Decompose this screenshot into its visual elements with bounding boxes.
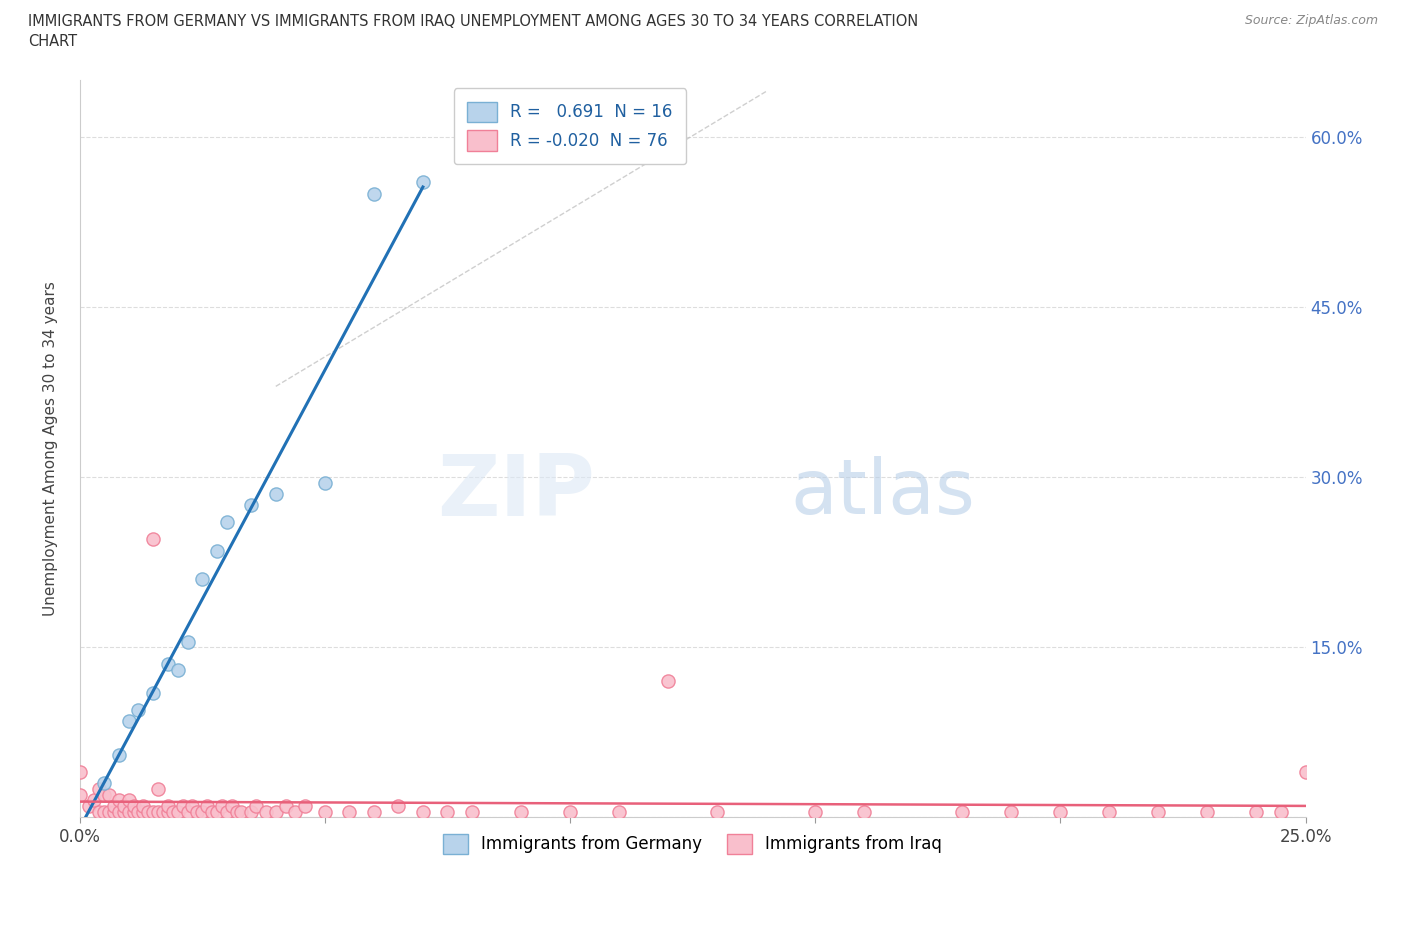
Point: [181, 799, 204, 814]
Point: [314, 804, 336, 819]
Point: [142, 685, 165, 700]
Point: [98, 804, 121, 819]
Point: [122, 799, 145, 814]
Point: [122, 804, 145, 819]
Point: [1147, 804, 1170, 819]
Point: [412, 804, 434, 819]
Point: [186, 804, 208, 819]
Point: [191, 572, 214, 587]
Point: [118, 793, 141, 808]
Point: [156, 799, 179, 814]
Point: [363, 186, 385, 201]
Point: [127, 702, 149, 717]
Point: [225, 804, 247, 819]
Point: [176, 804, 198, 819]
Point: [166, 662, 188, 677]
Point: [83, 793, 105, 808]
Point: [93, 788, 115, 803]
Point: [1098, 804, 1121, 819]
Point: [93, 776, 115, 790]
Point: [264, 804, 287, 819]
Point: [607, 804, 630, 819]
Point: [108, 804, 131, 819]
Point: [1000, 804, 1022, 819]
Legend: Immigrants from Germany, Immigrants from Iraq: Immigrants from Germany, Immigrants from…: [436, 827, 949, 860]
Point: [112, 799, 135, 814]
Point: [274, 799, 297, 814]
Point: [245, 799, 267, 814]
Point: [127, 804, 149, 819]
Point: [156, 804, 179, 819]
Point: [118, 713, 141, 728]
Point: [89, 781, 111, 796]
Point: [201, 804, 224, 819]
Point: [558, 804, 581, 819]
Point: [412, 175, 434, 190]
Point: [108, 793, 131, 808]
Point: [950, 804, 973, 819]
Text: atlas: atlas: [790, 456, 976, 530]
Point: [191, 804, 214, 819]
Point: [254, 804, 277, 819]
Point: [112, 804, 135, 819]
Point: [166, 804, 188, 819]
Point: [136, 804, 159, 819]
Point: [93, 804, 115, 819]
Point: [1295, 764, 1317, 779]
Point: [436, 804, 458, 819]
Text: IMMIGRANTS FROM GERMANY VS IMMIGRANTS FROM IRAQ UNEMPLOYMENT AMONG AGES 30 TO 34: IMMIGRANTS FROM GERMANY VS IMMIGRANTS FR…: [28, 14, 918, 29]
Point: [69, 764, 91, 779]
Point: [240, 804, 263, 819]
Point: [108, 748, 131, 763]
Point: [118, 804, 141, 819]
Point: [69, 788, 91, 803]
Point: [142, 804, 165, 819]
Point: [89, 804, 111, 819]
Point: [162, 804, 184, 819]
Point: [294, 799, 316, 814]
Point: [146, 781, 169, 796]
Point: [152, 804, 174, 819]
Point: [657, 674, 679, 689]
Point: [1246, 804, 1268, 819]
Text: Source: ZipAtlas.com: Source: ZipAtlas.com: [1244, 14, 1378, 27]
Y-axis label: Unemployment Among Ages 30 to 34 years: Unemployment Among Ages 30 to 34 years: [44, 281, 58, 617]
Point: [132, 804, 155, 819]
Point: [231, 804, 253, 819]
Point: [240, 498, 263, 513]
Point: [1197, 804, 1219, 819]
Point: [221, 799, 243, 814]
Point: [79, 799, 101, 814]
Point: [215, 804, 238, 819]
Point: [264, 486, 287, 501]
Point: [156, 657, 179, 671]
Point: [706, 804, 728, 819]
Point: [205, 543, 228, 558]
Point: [176, 634, 198, 649]
Point: [387, 799, 409, 814]
Point: [211, 799, 233, 814]
Point: [142, 532, 165, 547]
Point: [363, 804, 385, 819]
Point: [337, 804, 360, 819]
Point: [853, 804, 876, 819]
Point: [172, 799, 194, 814]
Point: [195, 799, 218, 814]
Point: [132, 799, 155, 814]
Point: [146, 804, 169, 819]
Point: [103, 804, 125, 819]
Point: [1270, 804, 1292, 819]
Point: [510, 804, 533, 819]
Point: [804, 804, 827, 819]
Text: ZIP: ZIP: [437, 451, 595, 535]
Point: [284, 804, 307, 819]
Point: [314, 475, 336, 490]
Point: [205, 804, 228, 819]
Point: [215, 515, 238, 530]
Point: [1049, 804, 1071, 819]
Point: [103, 799, 125, 814]
Point: [98, 788, 121, 803]
Text: CHART: CHART: [28, 34, 77, 49]
Point: [461, 804, 484, 819]
